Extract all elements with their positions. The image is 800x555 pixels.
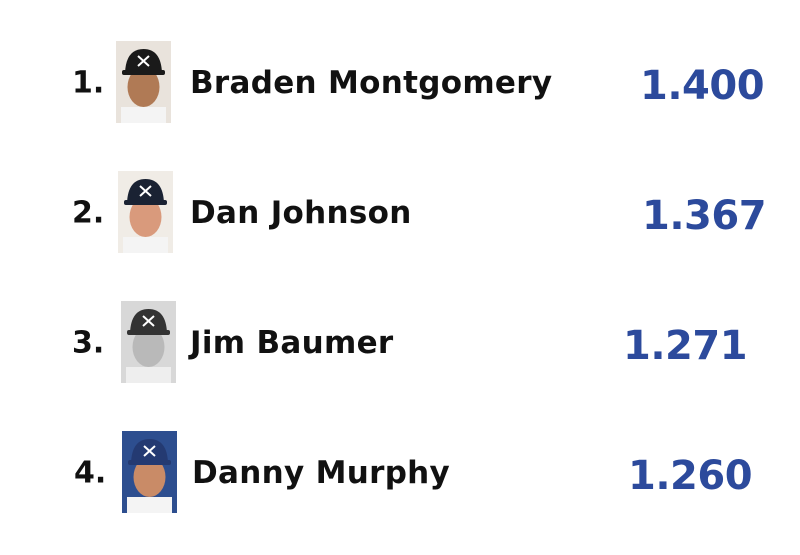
- photo-art: [122, 431, 177, 513]
- photo-art: [118, 171, 173, 253]
- rank: 3.: [72, 325, 105, 361]
- rank: 1.: [72, 65, 105, 101]
- stat-value: 1.400: [640, 63, 765, 109]
- player-photo: [121, 301, 176, 383]
- player-name: Jim Baumer: [190, 325, 394, 361]
- player-name: Dan Johnson: [190, 195, 412, 231]
- photo-art: [116, 41, 171, 123]
- rank: 4.: [74, 455, 107, 491]
- player-photo: [118, 171, 173, 253]
- player-photo: [116, 41, 171, 123]
- player-name: Danny Murphy: [192, 455, 451, 491]
- stat-value: 1.260: [628, 453, 753, 499]
- player-photo: [122, 431, 177, 513]
- rank: 2.: [72, 195, 105, 231]
- photo-art: [121, 301, 176, 383]
- stat-value: 1.367: [642, 193, 767, 239]
- player-name: Braden Montgomery: [190, 65, 553, 101]
- stat-value: 1.271: [623, 323, 748, 369]
